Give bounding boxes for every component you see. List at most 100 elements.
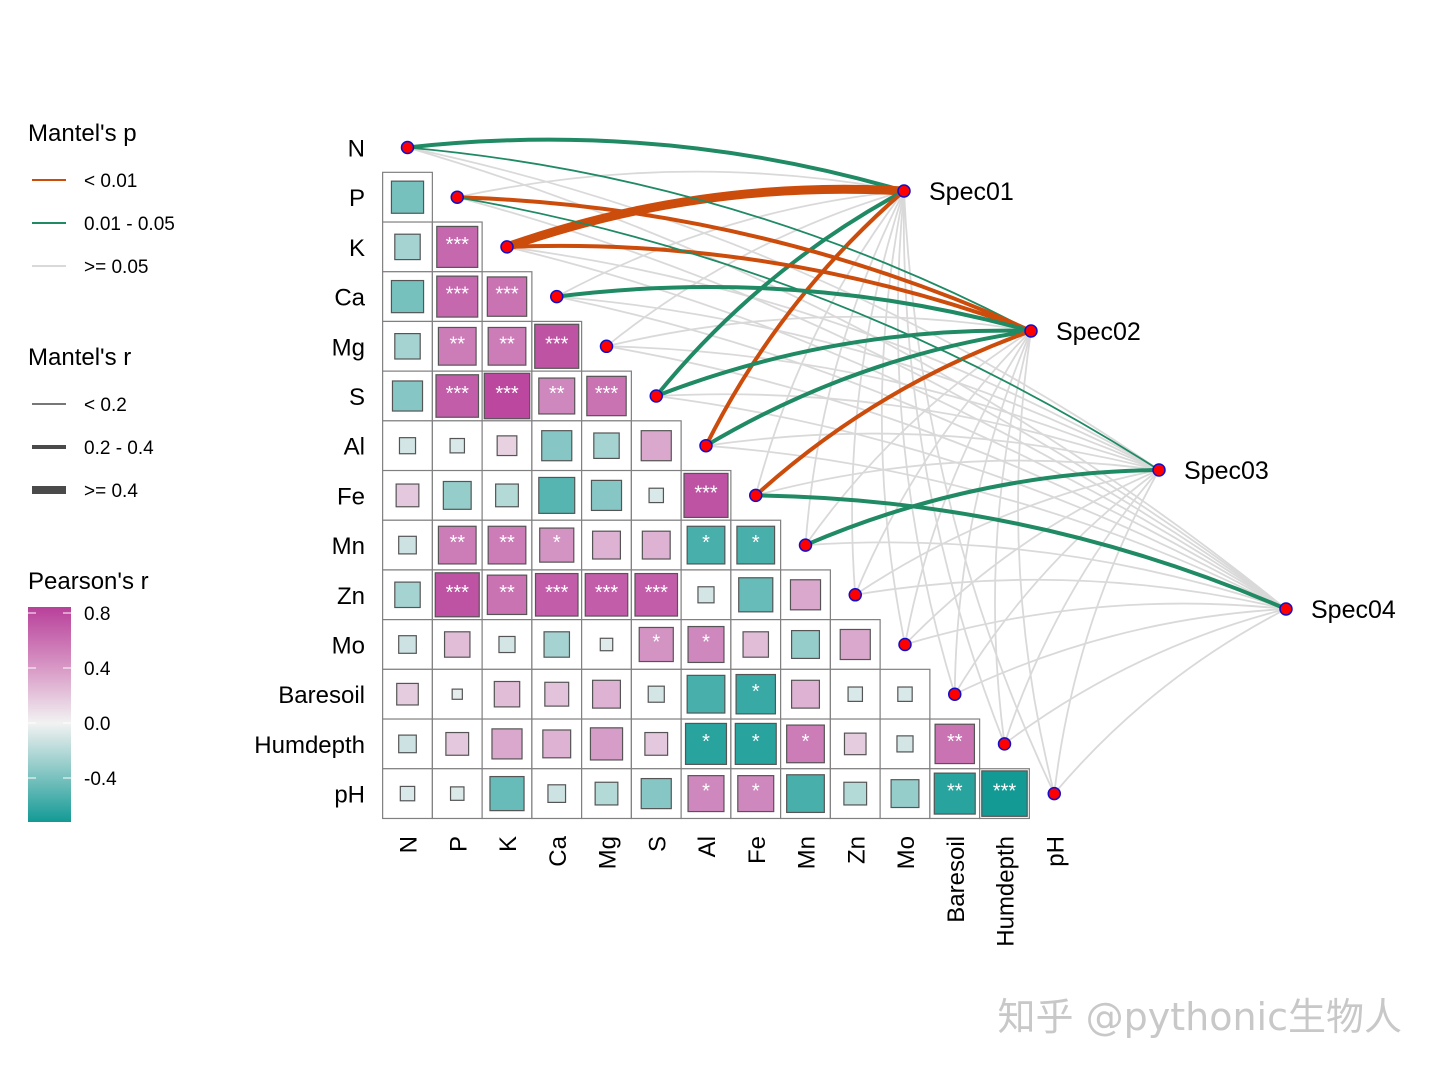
- heatmap-square-K-N: [394, 233, 421, 261]
- spec-label: Spec04: [1311, 596, 1396, 624]
- heatmap-square-pH-S: [640, 777, 672, 810]
- heatmap-square-Mo-Mg: [599, 637, 614, 652]
- env-node-Mg: [599, 339, 614, 354]
- heatmap-square-Mo-Al: [687, 625, 725, 664]
- edge-Spec01-Baresoil: [896, 190, 956, 696]
- x-axis-label: Zn: [843, 836, 870, 864]
- heatmap-square-Humdepth-P: [445, 731, 470, 756]
- edge-Spec01-Mg: [605, 190, 905, 348]
- edge-Spec04-K: [506, 246, 1287, 610]
- edge-Spec01-Humdepth: [902, 190, 1006, 745]
- y-axis-label: N: [348, 136, 365, 163]
- significance-label: **: [449, 333, 465, 355]
- spec-label: Spec01: [929, 178, 1014, 206]
- significance-label: *: [802, 731, 810, 753]
- heatmap-square-Zn-Fe: [738, 577, 774, 613]
- env-node-Mn: [798, 538, 813, 552]
- heatmap-square-Mn-S: [641, 530, 671, 560]
- heatmap-square-Mg-P: [437, 326, 477, 366]
- edge-Spec01-Mo: [880, 190, 906, 646]
- edge-Spec02-S: [654, 328, 1033, 398]
- heatmap-square-Zn-K: [486, 574, 528, 616]
- spec-label: Spec03: [1184, 457, 1269, 485]
- edge-Spec04-Ca: [555, 295, 1287, 610]
- heatmap-square-Fe-S: [648, 487, 665, 504]
- env-node-K: [500, 240, 514, 254]
- significance-label: ***: [645, 582, 669, 604]
- edge-Spec04-Mo: [904, 602, 1287, 646]
- x-axis-label: pH: [1042, 836, 1069, 867]
- heatmap-square-Humdepth-N: [398, 734, 417, 754]
- heatmap-square-Fe-Ca: [538, 476, 576, 514]
- significance-label: *: [752, 731, 760, 753]
- significance-label: *: [652, 632, 660, 654]
- heatmap-square-Al-S: [640, 430, 672, 462]
- significance-label: ***: [694, 482, 718, 504]
- x-axis-label: Ca: [545, 835, 572, 866]
- heatmap-square-S-K: [483, 372, 531, 420]
- x-axis-label: K: [495, 836, 522, 852]
- heatmap-square-Baresoil-Mn: [790, 679, 821, 709]
- edge-Spec01-Ca: [555, 190, 905, 298]
- heatmap-square-pH-Al: [687, 775, 725, 813]
- heatmap-square-Fe-K: [495, 483, 519, 508]
- heatmap-square-pH-Mg: [594, 781, 619, 806]
- heatmap-square-pH-Humdepth: [981, 770, 1028, 817]
- legend-title: Pearson's r: [28, 568, 149, 595]
- heatmap-square-S-Ca: [538, 377, 576, 415]
- heatmap-square-Mn-Mg: [591, 530, 622, 560]
- y-axis-label: Humdepth: [254, 732, 365, 759]
- nodes: Spec01 Spec02 Spec03 Spec04: [400, 140, 1396, 801]
- significance-label: *: [752, 681, 760, 703]
- legend-label: < 0.2: [84, 395, 127, 416]
- heatmap-square-Baresoil-Fe: [735, 673, 777, 715]
- heatmap-square-Baresoil-Zn: [847, 686, 864, 702]
- spec-node-Spec02: [1024, 324, 1038, 338]
- significance-label: ***: [446, 383, 470, 405]
- heatmap-square-Al-P: [449, 437, 466, 454]
- heatmap-square-Baresoil-N: [396, 682, 419, 706]
- heatmap-square-Fe-Al: [683, 472, 729, 518]
- edge-Spec04-Mn: [804, 541, 1287, 610]
- heatmap-square-pH-Baresoil: [933, 772, 976, 815]
- heatmap-square-Mo-K: [498, 635, 516, 654]
- edge-Spec01-P: [456, 170, 905, 199]
- heatmap-square-pH-Ca: [547, 784, 567, 803]
- heatmap-square-Zn-Mn: [789, 579, 822, 611]
- heatmap-square-Ca-K: [486, 276, 528, 317]
- heatmap-square-S-Mg: [586, 375, 627, 417]
- env-node-Al: [699, 438, 713, 453]
- edge-Spec04-Baresoil: [953, 608, 1287, 696]
- heatmap-square-Mo-Ca: [543, 631, 571, 658]
- spec-node-Spec04: [1279, 602, 1293, 616]
- colorbar-tick: 0.8: [84, 604, 110, 625]
- heatmap-square-Humdepth-Zn: [843, 732, 867, 756]
- env-node-Ca: [550, 289, 564, 304]
- x-axis-label: S: [644, 836, 671, 852]
- heatmap-square-Mn-N: [398, 535, 417, 555]
- x-axis-label: Mn: [794, 836, 821, 869]
- heatmap-square-Mo-N: [398, 635, 417, 654]
- heatmap-square-Humdepth-Mo: [896, 735, 914, 753]
- watermark: 知乎 @pythonic生物人: [998, 995, 1402, 1039]
- y-axis-label: pH: [334, 782, 365, 809]
- heatmap-square-Mg-K: [487, 326, 527, 366]
- edge-Spec04-Zn: [854, 578, 1287, 610]
- heatmap-square-pH-K: [489, 775, 525, 812]
- edge-Spec02-P: [455, 195, 1033, 333]
- edge-Spec02-pH: [1017, 330, 1056, 795]
- heatmap-square-S-N: [391, 380, 424, 412]
- heatmap-square-Mo-Mn: [790, 629, 821, 660]
- legend-label: >= 0.05: [84, 257, 148, 278]
- significance-label: *: [702, 532, 710, 554]
- axis-labels: NNPPKKCaCaMgMgSSAlAlFeFeMnMnZnZnMoMoBare…: [254, 136, 1069, 947]
- env-node-P: [450, 190, 464, 204]
- edge-Spec03-Baresoil: [953, 469, 1160, 696]
- edge-Spec02-Mn: [804, 330, 1032, 546]
- env-node-Zn: [848, 588, 862, 602]
- edge-Spec03-N: [406, 146, 1160, 471]
- edge-Spec03-Ca: [555, 295, 1160, 471]
- env-node-Fe: [749, 488, 763, 503]
- significance-label: ***: [595, 383, 619, 405]
- edge-Spec01-Zn: [851, 190, 905, 596]
